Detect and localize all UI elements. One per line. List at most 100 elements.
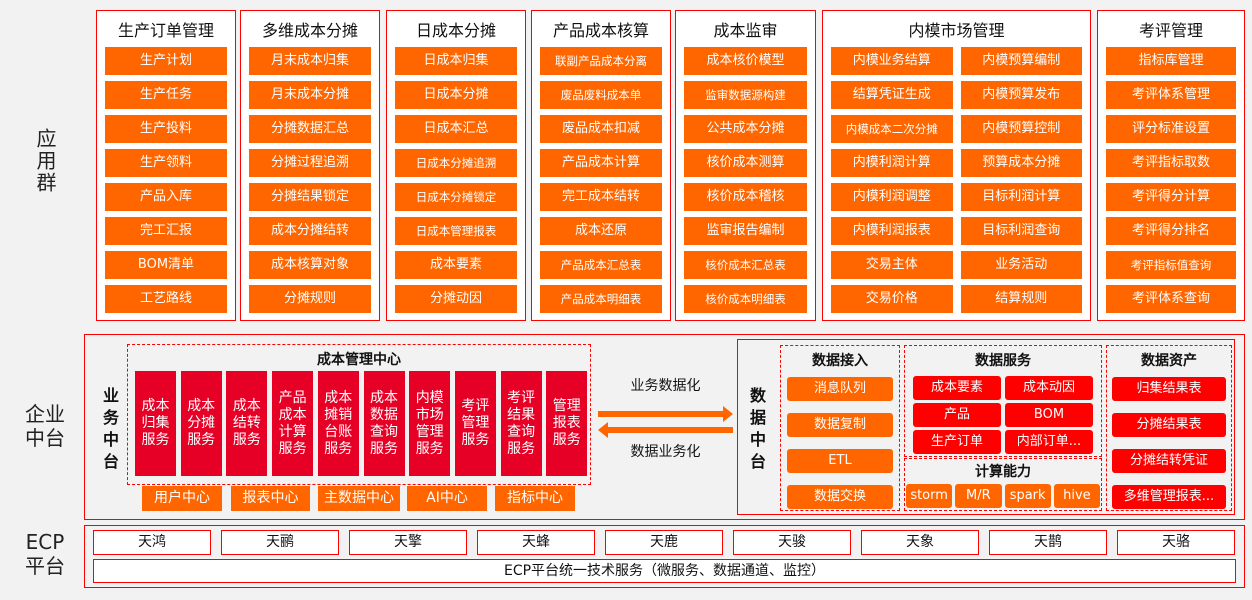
ingest-item-button[interactable]: ETL [787, 449, 893, 473]
center-button[interactable]: 主数据中心 [318, 486, 400, 511]
app-item-button[interactable]: 结算凭证生成 [831, 81, 953, 109]
app-item-button[interactable]: 成本还原 [540, 217, 662, 245]
app-item-button[interactable]: 评分标准设置 [1106, 115, 1236, 143]
app-item-button[interactable]: 产品成本汇总表 [540, 251, 662, 279]
app-item-button[interactable]: 核价成本稽核 [684, 183, 807, 211]
app-item-button[interactable]: 内模成本二次分摊 [831, 115, 953, 143]
app-item-button[interactable]: 内模预算编制 [960, 47, 1082, 75]
ecp-product[interactable]: 天蜂 [477, 530, 595, 555]
center-button[interactable]: AI中心 [407, 486, 487, 511]
app-item-button[interactable]: 分摊结果锁定 [249, 183, 371, 211]
ecp-product[interactable]: 天骆 [1117, 530, 1235, 555]
ecp-product[interactable]: 天骏 [733, 530, 851, 555]
service-button[interactable]: 成本归集服务 [135, 371, 176, 476]
app-item-button[interactable]: 完工成本结转 [540, 183, 662, 211]
app-item-button[interactable]: 内模利润调整 [831, 183, 953, 211]
app-item-button[interactable]: 内模利润报表 [831, 217, 953, 245]
app-item-button[interactable]: 日成本分摊锁定 [395, 183, 517, 211]
app-item-button[interactable]: 产品成本明细表 [540, 285, 662, 313]
app-item-button[interactable]: 日成本归集 [395, 47, 517, 75]
app-item-button[interactable]: 生产投料 [105, 115, 227, 143]
app-item-button[interactable]: 工艺路线 [105, 285, 227, 313]
service-button[interactable]: 内模市场管理服务 [409, 371, 451, 476]
data-asset-button[interactable]: 归集结果表 [1112, 377, 1226, 401]
ingest-item-button[interactable]: 消息队列 [787, 377, 893, 401]
app-item-button[interactable]: 考评指标值查询 [1106, 251, 1236, 279]
service-button[interactable]: 成本摊销台账服务 [317, 371, 359, 476]
app-item-button[interactable]: 成本分摊结转 [249, 217, 371, 245]
service-button[interactable]: 成本结转服务 [226, 371, 268, 476]
compute-item-button[interactable]: spark [1004, 484, 1051, 508]
data-asset-button[interactable]: 多维管理报表... [1112, 485, 1226, 509]
app-item-button[interactable]: 内模预算控制 [960, 115, 1082, 143]
app-item-button[interactable]: 结算规则 [960, 285, 1082, 313]
app-item-button[interactable]: 分摊数据汇总 [249, 115, 371, 143]
center-button[interactable]: 用户中心 [142, 486, 222, 511]
data-service-button[interactable]: BOM [1005, 403, 1093, 427]
data-service-button[interactable]: 成本要素 [913, 376, 1001, 400]
data-service-button[interactable]: 成本动因 [1005, 376, 1093, 400]
app-item-button[interactable]: 废品成本扣减 [540, 115, 662, 143]
app-item-button[interactable]: 内模业务结算 [831, 47, 953, 75]
app-item-button[interactable]: 监审数据源构建 [684, 81, 807, 109]
service-button[interactable]: 管理报表服务 [546, 371, 588, 476]
app-item-button[interactable]: 分摊动因 [395, 285, 517, 313]
app-item-button[interactable]: 成本要素 [395, 251, 517, 279]
ingest-item-button[interactable]: 数据复制 [787, 413, 893, 437]
ingest-item-button[interactable]: 数据交换 [787, 485, 893, 509]
app-item-button[interactable]: 目标利润计算 [960, 183, 1082, 211]
app-item-button[interactable]: 核价成本汇总表 [684, 251, 807, 279]
service-button[interactable]: 产品成本计算服务 [272, 371, 314, 476]
data-service-button[interactable]: 内部订单... [1005, 430, 1093, 454]
app-item-button[interactable]: 考评得分计算 [1106, 183, 1236, 211]
app-item-button[interactable]: 日成本分摊追溯 [395, 149, 517, 177]
app-item-button[interactable]: 废品废料成本单 [540, 81, 662, 109]
data-service-button[interactable]: 产品 [913, 403, 1001, 427]
app-item-button[interactable]: 业务活动 [960, 251, 1082, 279]
compute-item-button[interactable]: M/R [955, 484, 1002, 508]
app-item-button[interactable]: 考评体系管理 [1106, 81, 1236, 109]
app-item-button[interactable]: 日成本分摊 [395, 81, 517, 109]
ecp-product[interactable]: 天鹂 [221, 530, 339, 555]
app-item-button[interactable]: 完工汇报 [105, 217, 227, 245]
app-item-button[interactable]: 考评体系查询 [1106, 285, 1236, 313]
app-item-button[interactable]: 交易主体 [831, 251, 953, 279]
app-item-button[interactable]: 生产任务 [105, 81, 227, 109]
app-item-button[interactable]: 生产计划 [105, 47, 227, 75]
data-service-button[interactable]: 生产订单 [913, 430, 1001, 454]
app-item-button[interactable]: 核价成本明细表 [684, 285, 807, 313]
ecp-product[interactable]: 天鹿 [605, 530, 723, 555]
app-item-button[interactable]: 日成本汇总 [395, 115, 517, 143]
app-item-button[interactable]: 考评得分排名 [1106, 217, 1236, 245]
app-item-button[interactable]: 产品入库 [105, 183, 227, 211]
ecp-product[interactable]: 天擎 [349, 530, 467, 555]
ecp-product[interactable]: 天鹊 [989, 530, 1107, 555]
service-button[interactable]: 考评管理服务 [454, 371, 496, 476]
app-item-button[interactable]: 考评指标取数 [1106, 149, 1236, 177]
app-item-button[interactable]: BOM清单 [105, 251, 227, 279]
app-item-button[interactable]: 交易价格 [831, 285, 953, 313]
app-item-button[interactable]: 月末成本归集 [249, 47, 371, 75]
app-item-button[interactable]: 公共成本分摊 [684, 115, 807, 143]
service-button[interactable]: 成本分摊服务 [180, 371, 222, 476]
data-asset-button[interactable]: 分摊结转凭证 [1112, 449, 1226, 473]
app-item-button[interactable]: 指标库管理 [1106, 47, 1236, 75]
compute-item-button[interactable]: hive [1053, 484, 1100, 508]
app-item-button[interactable]: 联副产品成本分离 [540, 47, 662, 75]
app-item-button[interactable]: 核价成本测算 [684, 149, 807, 177]
app-item-button[interactable]: 分摊规则 [249, 285, 371, 313]
center-button[interactable]: 报表中心 [231, 486, 310, 511]
app-item-button[interactable]: 月末成本分摊 [249, 81, 371, 109]
app-item-button[interactable]: 内模利润计算 [831, 149, 953, 177]
app-item-button[interactable]: 成本核算对象 [249, 251, 371, 279]
app-item-button[interactable]: 监审报告编制 [684, 217, 807, 245]
center-button[interactable]: 指标中心 [495, 486, 575, 511]
ecp-product[interactable]: 天象 [861, 530, 979, 555]
app-item-button[interactable]: 生产领料 [105, 149, 227, 177]
app-item-button[interactable]: 日成本管理报表 [395, 217, 517, 245]
service-button[interactable]: 考评结果查询服务 [500, 371, 542, 476]
service-button[interactable]: 成本数据查询服务 [363, 371, 405, 476]
ecp-product[interactable]: 天鸿 [93, 530, 211, 555]
app-item-button[interactable]: 产品成本计算 [540, 149, 662, 177]
app-item-button[interactable]: 目标利润查询 [960, 217, 1082, 245]
